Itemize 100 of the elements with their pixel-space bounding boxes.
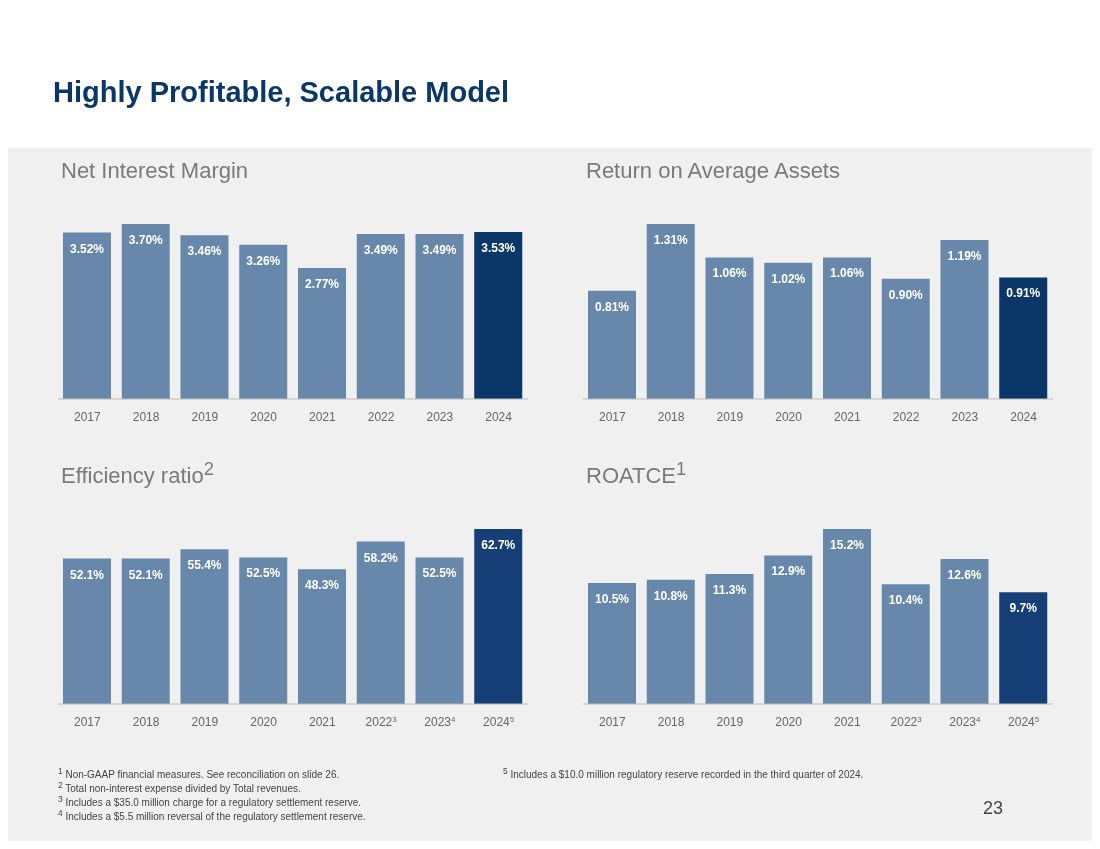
chart-title: Return on Average Assets bbox=[586, 158, 841, 184]
data-label: 3.46% bbox=[187, 244, 222, 259]
text: $^{4}$ Includes a $5.5 million reversal of the regulatory settlement reserve. bbox=[58, 808, 366, 823]
bar bbox=[121, 224, 170, 399]
data-label: 1.06% bbox=[829, 266, 865, 281]
data-label: 3.49% bbox=[363, 242, 399, 257]
data-label: 52.5% bbox=[422, 566, 457, 581]
data-label: 58.2% bbox=[363, 550, 399, 565]
x-tick-label: 2018 bbox=[132, 410, 160, 424]
bar bbox=[646, 579, 695, 705]
x-tick-label: 2020 bbox=[775, 715, 803, 730]
data-label: 52.5% bbox=[246, 566, 281, 581]
data-label: 55.4% bbox=[187, 558, 222, 573]
bar bbox=[705, 574, 754, 705]
data-label: 52.1% bbox=[69, 567, 105, 582]
chart-title: ROATCE$^{1}$ bbox=[586, 458, 688, 490]
x-tick-label: 2022$^{3}$ bbox=[890, 714, 923, 730]
bar bbox=[298, 267, 346, 399]
x-tick-label: 2023 bbox=[426, 410, 454, 424]
x-tick-label: 2017 bbox=[599, 410, 627, 424]
bar bbox=[764, 262, 813, 399]
data-label: 9.7% bbox=[1009, 601, 1038, 616]
bar bbox=[415, 233, 464, 399]
bar bbox=[705, 257, 754, 399]
text: 23 bbox=[983, 798, 1004, 819]
bar bbox=[474, 232, 523, 399]
bar bbox=[588, 290, 636, 399]
bar bbox=[356, 541, 405, 705]
bar bbox=[121, 558, 170, 705]
data-label: 15.2% bbox=[829, 538, 865, 553]
data-label: 0.90% bbox=[888, 287, 924, 302]
bar bbox=[588, 583, 636, 705]
bar bbox=[823, 529, 871, 705]
bar bbox=[764, 555, 813, 705]
x-tick-label: 2024 bbox=[1010, 410, 1038, 424]
x-tick-label: 2020 bbox=[250, 715, 278, 730]
bar bbox=[999, 277, 1048, 399]
data-label: 10.5% bbox=[594, 592, 630, 607]
x-tick-label: 2021 bbox=[834, 410, 862, 424]
data-label: 3.26% bbox=[246, 253, 281, 268]
data-label: 1.31% bbox=[653, 233, 689, 247]
chart-title: Efficiency ratio$^{2}$ bbox=[61, 458, 215, 490]
bar bbox=[180, 549, 229, 705]
x-tick-label: 2020 bbox=[775, 410, 803, 424]
x-tick-label: 2018 bbox=[657, 410, 685, 424]
x-tick-label: 2024$^{5}$ bbox=[483, 714, 515, 730]
bar bbox=[940, 559, 989, 705]
x-tick-label: 2021 bbox=[834, 715, 862, 730]
bar bbox=[474, 529, 523, 705]
x-tick-label: 2020 bbox=[250, 410, 278, 424]
data-label: 12.9% bbox=[771, 564, 806, 579]
bar bbox=[356, 233, 405, 399]
bar bbox=[881, 584, 930, 705]
x-tick-label: 2019 bbox=[191, 410, 219, 424]
x-tick-label: 2022 bbox=[367, 410, 395, 424]
data-label: 3.49% bbox=[422, 242, 457, 257]
bar bbox=[999, 592, 1048, 705]
bar bbox=[239, 557, 288, 705]
bar bbox=[881, 278, 930, 399]
x-tick-label: 2021 bbox=[309, 715, 337, 730]
bar bbox=[940, 240, 989, 399]
x-tick-label: 2019 bbox=[716, 410, 744, 424]
bar bbox=[180, 235, 229, 399]
x-tick-label: 2021 bbox=[309, 410, 337, 424]
x-tick-label: 2022$^{3}$ bbox=[365, 714, 398, 730]
data-label: 2.77% bbox=[304, 276, 340, 291]
bar bbox=[63, 232, 111, 399]
bar bbox=[415, 557, 464, 705]
data-label: 62.7% bbox=[481, 538, 516, 553]
x-tick-label: 2017 bbox=[74, 410, 102, 424]
text: Highly Profitable, Scalable Model bbox=[53, 76, 510, 109]
bar bbox=[298, 569, 346, 705]
data-label: 3.53% bbox=[481, 241, 516, 256]
x-tick-label: 2018 bbox=[132, 715, 160, 730]
x-tick-label: 2024$^{5}$ bbox=[1008, 714, 1040, 730]
x-tick-label: 2024 bbox=[485, 410, 513, 424]
bar bbox=[646, 224, 695, 399]
data-label: 1.06% bbox=[712, 266, 747, 281]
data-label: 1.02% bbox=[771, 271, 806, 286]
text: $^{5}$ Includes a $10.0 million regulatory reserve recorded in the third quarter of 2024. bbox=[503, 766, 864, 781]
data-label: 1.19% bbox=[947, 249, 982, 264]
data-label: 3.70% bbox=[128, 233, 164, 247]
x-tick-label: 2019 bbox=[191, 715, 219, 730]
data-label: 52.1% bbox=[128, 567, 164, 582]
data-label: 0.81% bbox=[594, 299, 630, 314]
bar bbox=[63, 558, 111, 705]
bar bbox=[239, 244, 288, 399]
data-label: 11.3% bbox=[712, 583, 747, 598]
bar bbox=[823, 257, 871, 399]
text: $^{1}$ Non-GAAP financial measures. See reconciliation on slide 26. bbox=[58, 766, 340, 781]
x-tick-label: 2018 bbox=[657, 715, 685, 730]
data-label: 10.8% bbox=[653, 588, 689, 603]
data-label: 0.91% bbox=[1006, 286, 1041, 301]
data-label: 48.3% bbox=[304, 578, 340, 593]
x-tick-label: 2017 bbox=[599, 715, 627, 730]
text: $^{2}$ Total non-interest expense divided by Total revenues. bbox=[58, 780, 301, 795]
text: $^{3}$ Includes a $35.0 million charge for a regulatory settlement reserve. bbox=[58, 794, 362, 809]
data-label: 12.6% bbox=[947, 568, 982, 583]
x-tick-label: 2019 bbox=[716, 715, 744, 730]
chart-title: Net Interest Margin bbox=[61, 158, 250, 184]
